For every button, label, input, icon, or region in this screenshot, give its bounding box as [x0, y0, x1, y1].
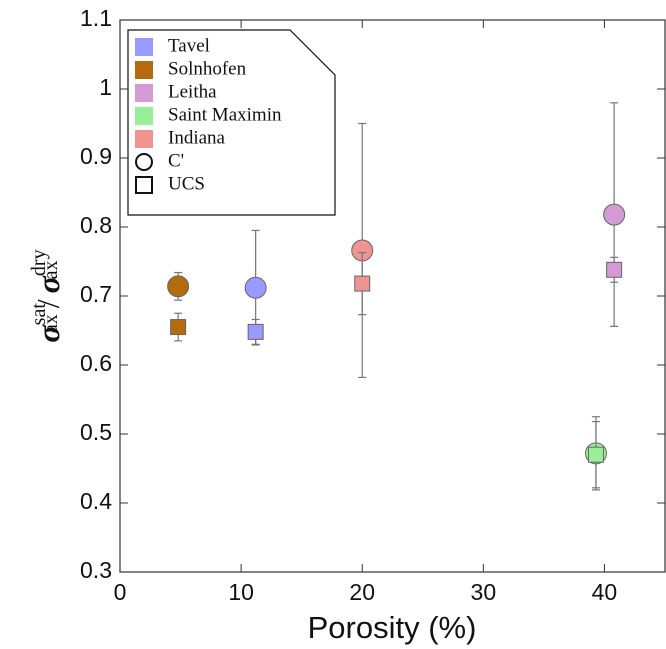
legend-label: Solnhofen: [168, 58, 247, 79]
y-tick-label: 0.9: [80, 143, 112, 169]
point: [354, 275, 371, 292]
y-axis-label-part: σ: [30, 325, 66, 343]
legend-label: UCS: [168, 173, 205, 194]
legend-marker: [135, 176, 153, 194]
y-tick-label: 0.5: [80, 419, 112, 445]
y-tick-label: 1.1: [80, 5, 112, 31]
y-axis-label-part: /: [30, 299, 66, 308]
point: [170, 319, 187, 336]
point: [167, 275, 190, 298]
x-tick-label: 30: [471, 579, 497, 605]
y-axis-label-part: ax: [40, 314, 62, 333]
legend-swatch: [135, 38, 153, 56]
legend-marker: [135, 153, 153, 171]
legend-label: Tavel: [168, 35, 210, 56]
y-axis-label-part: sat: [28, 303, 50, 326]
x-tick-label: 20: [349, 579, 375, 605]
y-tick-label: 0.6: [80, 350, 112, 376]
legend-swatch: [135, 84, 153, 102]
legend-label: Indiana: [168, 127, 226, 148]
x-tick-label: 0: [114, 579, 127, 605]
y-tick-label: 0.7: [80, 281, 112, 307]
point: [603, 203, 626, 226]
y-axis-label-part: σ: [30, 275, 66, 293]
legend-label: Saint Maximin: [168, 104, 282, 125]
x-tick-label: 10: [228, 579, 254, 605]
y-tick-label: 1: [99, 74, 112, 100]
y-axis-label: σsatax/σdryax: [28, 249, 67, 342]
legend-swatch: [135, 107, 153, 125]
y-axis-label-part: dry: [28, 249, 50, 276]
legend-swatch: [135, 61, 153, 79]
x-axis-label: Porosity (%): [308, 610, 477, 645]
point: [606, 261, 623, 278]
legend-label: C': [168, 150, 184, 171]
point: [244, 276, 267, 299]
x-tick-label: 40: [592, 579, 618, 605]
y-tick-label: 0.4: [80, 488, 112, 514]
y-tick-label: 0.8: [80, 212, 112, 238]
legend-swatch: [135, 130, 153, 148]
point: [587, 446, 604, 463]
y-axis-label-part: ax: [40, 261, 62, 280]
legend-box: [127, 29, 336, 216]
y-tick-label: 0.3: [80, 557, 112, 583]
point: [247, 323, 264, 340]
legend-label: Leitha: [168, 81, 217, 102]
